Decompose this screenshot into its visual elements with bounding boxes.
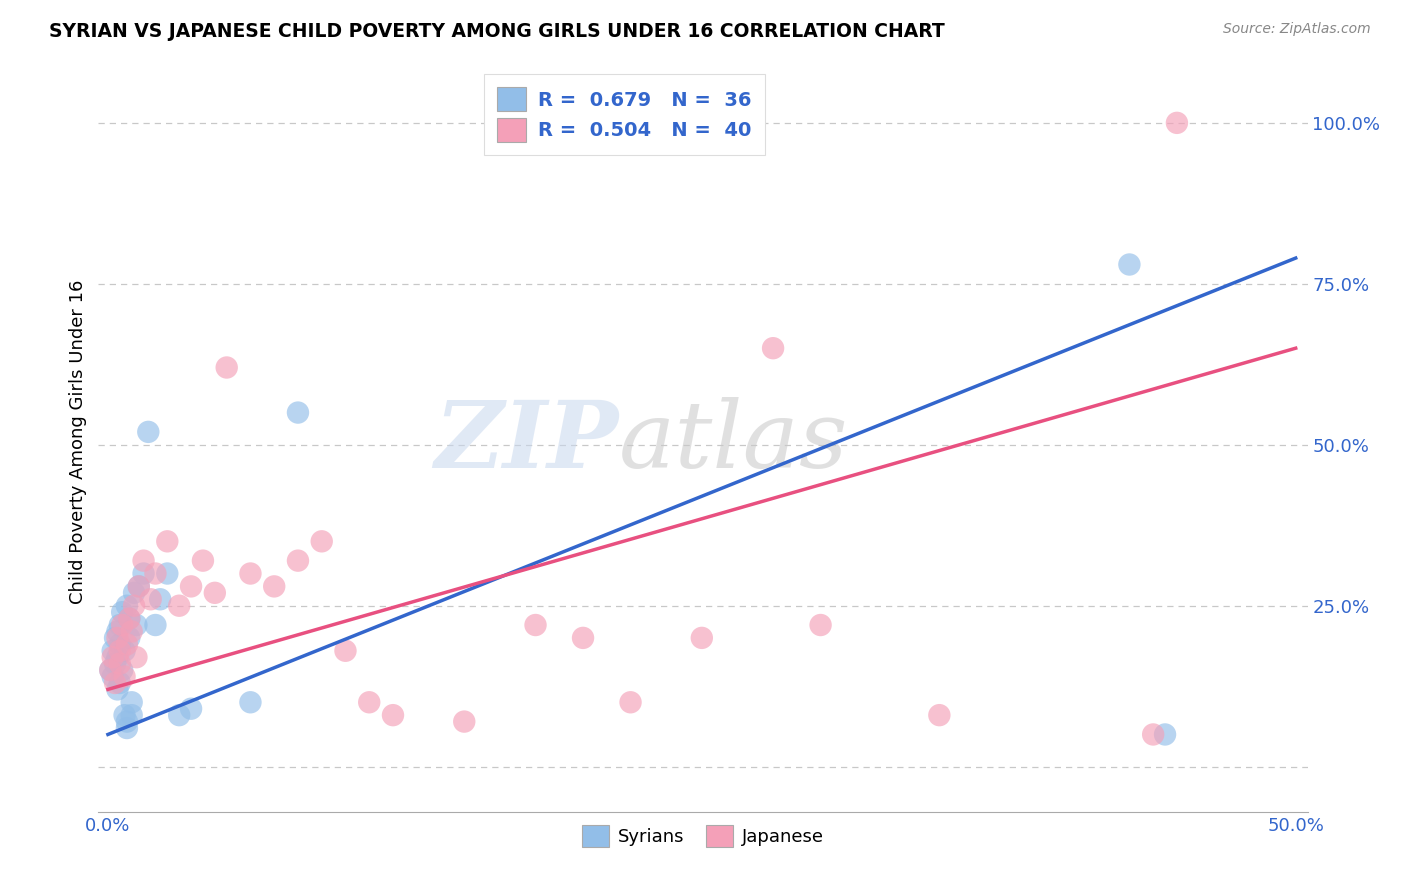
Point <box>107 624 129 639</box>
Point <box>215 360 238 375</box>
Y-axis label: Child Poverty Among Girls Under 16: Child Poverty Among Girls Under 16 <box>69 279 87 604</box>
Point <box>1166 116 1188 130</box>
Point <box>359 695 381 709</box>
Point <box>125 650 148 665</box>
Point <box>1118 258 1140 272</box>
Point <box>114 708 136 723</box>
Point <box>114 644 136 658</box>
Point <box>810 618 832 632</box>
Point <box>107 650 129 665</box>
Point <box>108 618 131 632</box>
Point <box>101 650 124 665</box>
Point <box>104 657 127 671</box>
Point <box>101 644 124 658</box>
Point <box>180 579 202 593</box>
Point <box>382 708 405 723</box>
Text: SYRIAN VS JAPANESE CHILD POVERTY AMONG GIRLS UNDER 16 CORRELATION CHART: SYRIAN VS JAPANESE CHILD POVERTY AMONG G… <box>49 22 945 41</box>
Point <box>111 605 134 619</box>
Point <box>204 586 226 600</box>
Point <box>111 663 134 677</box>
Point <box>156 566 179 581</box>
Point <box>104 676 127 690</box>
Point <box>572 631 595 645</box>
Point <box>335 644 357 658</box>
Point <box>107 682 129 697</box>
Point <box>132 554 155 568</box>
Point <box>121 695 143 709</box>
Point <box>115 714 138 729</box>
Point <box>239 695 262 709</box>
Point <box>180 702 202 716</box>
Point <box>167 599 190 613</box>
Point <box>108 676 131 690</box>
Point <box>1154 727 1177 741</box>
Point <box>619 695 641 709</box>
Point <box>118 611 141 625</box>
Point <box>145 618 167 632</box>
Point <box>107 631 129 645</box>
Point <box>145 566 167 581</box>
Point <box>167 708 190 723</box>
Point <box>156 534 179 549</box>
Point <box>287 554 309 568</box>
Point <box>115 637 138 651</box>
Text: Source: ZipAtlas.com: Source: ZipAtlas.com <box>1223 22 1371 37</box>
Point <box>122 586 145 600</box>
Point <box>118 631 141 645</box>
Point <box>191 554 214 568</box>
Point <box>287 406 309 420</box>
Point <box>524 618 547 632</box>
Point <box>762 341 785 355</box>
Point <box>115 599 138 613</box>
Text: atlas: atlas <box>619 397 848 486</box>
Point <box>139 592 162 607</box>
Point <box>690 631 713 645</box>
Point <box>108 637 131 651</box>
Point <box>128 579 150 593</box>
Legend: Syrians, Japanese: Syrians, Japanese <box>571 814 835 858</box>
Point <box>108 644 131 658</box>
Point <box>928 708 950 723</box>
Point <box>263 579 285 593</box>
Point <box>128 579 150 593</box>
Point <box>453 714 475 729</box>
Point <box>121 624 143 639</box>
Point <box>121 708 143 723</box>
Text: ZIP: ZIP <box>434 397 619 486</box>
Point <box>1142 727 1164 741</box>
Point <box>98 663 121 677</box>
Point <box>311 534 333 549</box>
Point <box>125 618 148 632</box>
Point <box>132 566 155 581</box>
Point <box>114 669 136 683</box>
Point <box>239 566 262 581</box>
Point <box>122 599 145 613</box>
Point <box>115 721 138 735</box>
Point <box>104 631 127 645</box>
Point <box>118 611 141 625</box>
Point <box>111 618 134 632</box>
Point <box>98 663 121 677</box>
Point <box>149 592 172 607</box>
Point <box>108 657 131 671</box>
Point <box>101 669 124 683</box>
Point <box>136 425 159 439</box>
